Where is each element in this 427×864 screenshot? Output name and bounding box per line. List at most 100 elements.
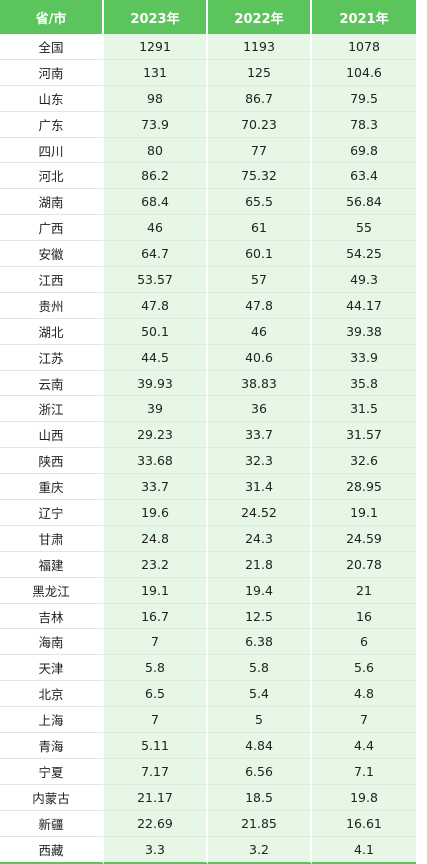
value-cell-2023: 80 [104, 137, 208, 164]
value-cell-2022: 70.23 [208, 111, 312, 138]
value-cell-2023: 39.93 [104, 370, 208, 397]
value-cell-2022: 18.5 [208, 784, 312, 811]
value-cell-2021: 7.1 [312, 758, 416, 785]
value-cell-2021: 78.3 [312, 111, 416, 138]
value-cell-2021: 5.6 [312, 655, 416, 682]
value-cell-2021: 31.57 [312, 422, 416, 449]
value-cell-2021: 31.5 [312, 396, 416, 423]
value-cell-2023: 53.57 [104, 267, 208, 293]
value-cell-2022: 125 [208, 59, 312, 86]
value-cell-2021: 63.4 [312, 163, 416, 190]
value-cell-2022: 86.7 [208, 85, 312, 112]
value-cell-2021: 16.61 [312, 810, 416, 837]
value-cell-2021: 1078 [312, 34, 416, 60]
province-cell: 四川 [0, 137, 104, 164]
province-cell: 江苏 [0, 344, 104, 371]
province-cell: 安徽 [0, 241, 104, 268]
value-cell-2023: 86.2 [104, 163, 208, 190]
value-cell-2022: 24.52 [208, 500, 312, 526]
table-row: 黑龙江 19.1 19.4 21 [0, 577, 416, 604]
value-cell-2023: 46 [104, 215, 208, 242]
value-cell-2023: 47.8 [104, 292, 208, 319]
value-cell-2021: 69.8 [312, 137, 416, 164]
value-cell-2021: 104.6 [312, 59, 416, 86]
value-cell-2022: 19.4 [208, 577, 312, 604]
table-row: 河南 131 125 104.6 [0, 59, 416, 86]
value-cell-2021: 49.3 [312, 267, 416, 293]
table-row: 北京 6.5 5.4 4.8 [0, 681, 416, 708]
value-cell-2023: 23.2 [104, 551, 208, 578]
table-row: 湖北 50.1 46 39.38 [0, 318, 416, 345]
value-cell-2021: 33.9 [312, 344, 416, 371]
value-cell-2021: 4.1 [312, 836, 416, 864]
value-cell-2022: 57 [208, 267, 312, 293]
province-data-table: 省/市 2023年 2022年 2021年 全国 1291 1193 1078 河南 13… [0, 0, 416, 864]
value-cell-2022: 21.85 [208, 810, 312, 837]
value-cell-2023: 33.68 [104, 448, 208, 475]
table-row: 西藏 3.3 3.2 4.1 [0, 836, 416, 864]
province-cell: 福建 [0, 551, 104, 578]
value-cell-2022: 12.5 [208, 603, 312, 630]
table-header: 省/市 2023年 2022年 2021年 [0, 0, 416, 34]
value-cell-2021: 56.84 [312, 189, 416, 216]
value-cell-2022: 5 [208, 707, 312, 734]
table-row: 甘肃 24.8 24.3 24.59 [0, 525, 416, 552]
value-cell-2021: 21 [312, 577, 416, 604]
value-cell-2022: 40.6 [208, 344, 312, 371]
province-cell: 甘肃 [0, 525, 104, 552]
table-row: 安徽 64.7 60.1 54.25 [0, 241, 416, 268]
value-cell-2022: 5.4 [208, 681, 312, 708]
value-cell-2021: 79.5 [312, 85, 416, 112]
value-cell-2022: 24.3 [208, 525, 312, 552]
table-row: 湖南 68.4 65.5 56.84 [0, 189, 416, 216]
value-cell-2023: 73.9 [104, 111, 208, 138]
table-row: 辽宁 19.6 24.52 19.1 [0, 500, 416, 526]
header-2023: 2023年 [104, 0, 208, 34]
value-cell-2023: 7 [104, 629, 208, 656]
value-cell-2021: 19.1 [312, 500, 416, 526]
value-cell-2023: 44.5 [104, 344, 208, 371]
value-cell-2023: 22.69 [104, 810, 208, 837]
table-row: 全国 1291 1193 1078 [0, 34, 416, 60]
value-cell-2023: 3.3 [104, 836, 208, 864]
table-row: 山东 98 86.7 79.5 [0, 85, 416, 112]
value-cell-2023: 7.17 [104, 758, 208, 785]
value-cell-2023: 5.11 [104, 733, 208, 759]
table-row: 云南 39.93 38.83 35.8 [0, 370, 416, 397]
table-row: 上海 7 5 7 [0, 707, 416, 734]
value-cell-2021: 19.8 [312, 784, 416, 811]
value-cell-2023: 7 [104, 707, 208, 734]
province-cell: 陕西 [0, 448, 104, 475]
table-row: 浙江 39 36 31.5 [0, 396, 416, 423]
value-cell-2023: 98 [104, 85, 208, 112]
province-cell: 上海 [0, 707, 104, 734]
value-cell-2023: 39 [104, 396, 208, 423]
value-cell-2021: 32.6 [312, 448, 416, 475]
value-cell-2021: 44.17 [312, 292, 416, 319]
province-cell: 宁夏 [0, 758, 104, 785]
table-row: 吉林 16.7 12.5 16 [0, 603, 416, 630]
province-cell: 河南 [0, 59, 104, 86]
value-cell-2022: 6.38 [208, 629, 312, 656]
value-cell-2021: 55 [312, 215, 416, 242]
province-cell: 吉林 [0, 603, 104, 630]
value-cell-2022: 4.84 [208, 733, 312, 759]
header-2022: 2022年 [208, 0, 312, 34]
province-cell: 河北 [0, 163, 104, 190]
value-cell-2022: 21.8 [208, 551, 312, 578]
province-cell: 全国 [0, 34, 104, 60]
table-row: 青海 5.11 4.84 4.4 [0, 733, 416, 759]
table-row: 重庆 33.7 31.4 28.95 [0, 474, 416, 501]
value-cell-2023: 50.1 [104, 318, 208, 345]
table-row: 贵州 47.8 47.8 44.17 [0, 292, 416, 319]
header-row: 省/市 2023年 2022年 2021年 [0, 0, 416, 34]
value-cell-2022: 31.4 [208, 474, 312, 501]
province-cell: 贵州 [0, 292, 104, 319]
value-cell-2023: 19.6 [104, 500, 208, 526]
value-cell-2021: 54.25 [312, 241, 416, 268]
table-row: 新疆 22.69 21.85 16.61 [0, 810, 416, 837]
value-cell-2023: 5.8 [104, 655, 208, 682]
province-cell: 重庆 [0, 474, 104, 501]
table-row: 广西 46 61 55 [0, 215, 416, 242]
province-cell: 海南 [0, 629, 104, 656]
